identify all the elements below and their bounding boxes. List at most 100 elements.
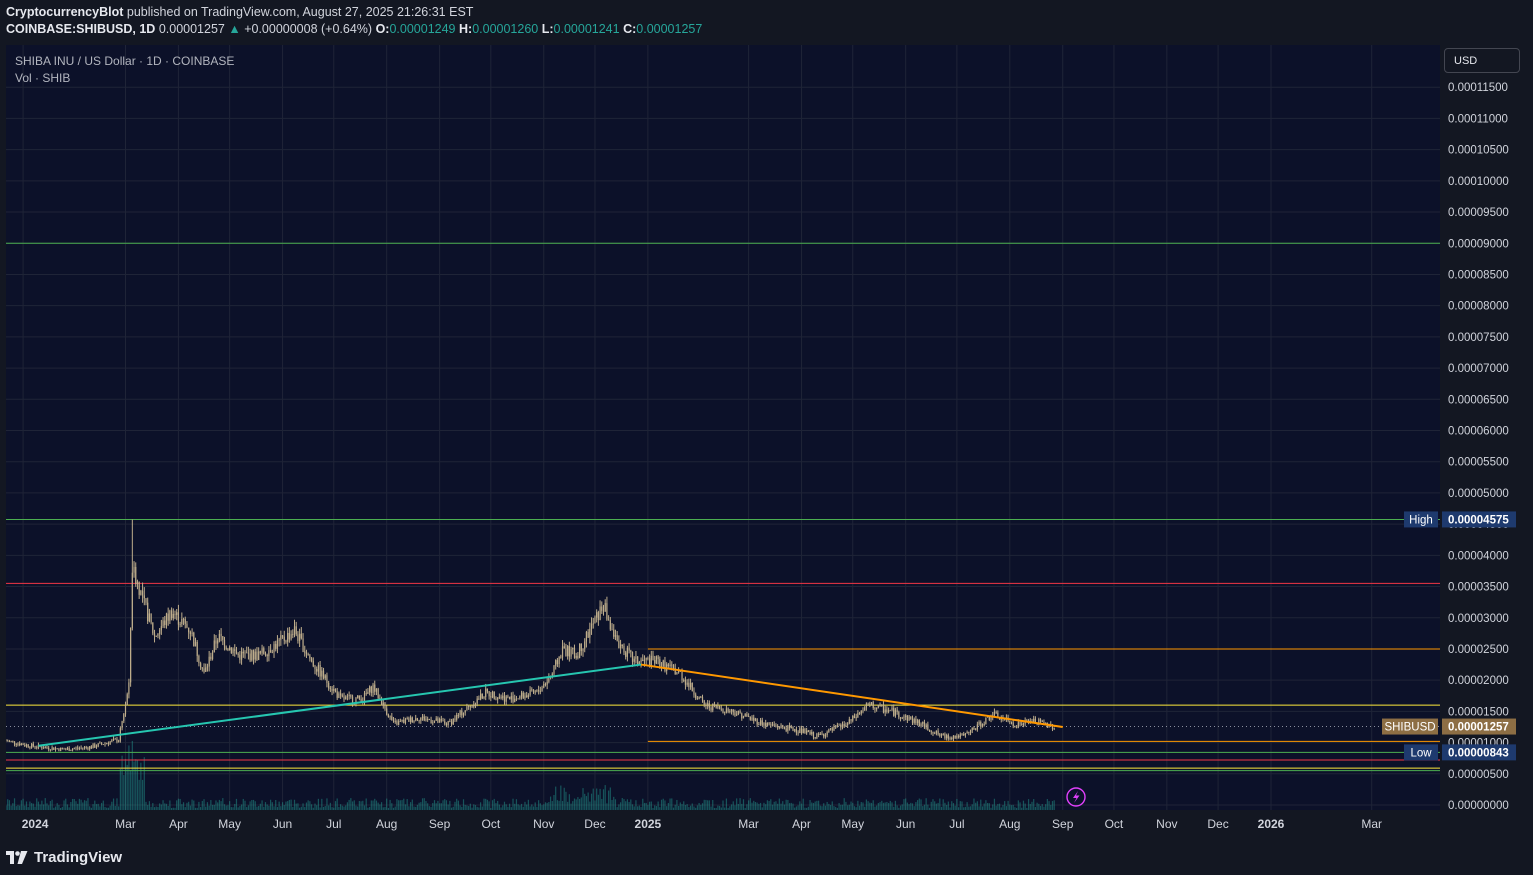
price-tick-label[interactable]: 0.00000000 (1448, 800, 1509, 812)
candle-body (853, 715, 856, 719)
volume-bar (242, 798, 244, 810)
price-tick-label[interactable]: 0.00000500 (1448, 769, 1509, 781)
time-tick-label[interactable]: Sep (1052, 817, 1074, 831)
candle-body (814, 737, 816, 739)
time-tick-label[interactable]: Apr (792, 817, 811, 831)
time-axis[interactable]: 2024 Mar Apr May Jun Jul Aug Sep Oct Nov Dec 2025 Ma… (22, 817, 1382, 831)
price-tick-label[interactable]: 0.00008000 (1448, 301, 1509, 313)
price-tick-label[interactable]: 0.00010500 (1448, 145, 1509, 157)
candle-body (184, 619, 186, 624)
author-name[interactable]: CryptocurrencyBlot (6, 5, 124, 19)
time-tick-label[interactable]: 2025 (635, 817, 662, 831)
trend-line[interactable] (38, 663, 642, 747)
volume-bar (360, 801, 362, 810)
time-tick-label[interactable]: Mar (1361, 817, 1382, 831)
time-tick-label[interactable]: Mar (738, 817, 759, 831)
candle-body (898, 712, 900, 718)
currency-button[interactable]: USD (1444, 48, 1520, 73)
time-tick-label[interactable]: Oct (481, 817, 500, 831)
volume-bar (162, 800, 164, 810)
time-tick-label[interactable]: Oct (1105, 817, 1124, 831)
volume-bar (452, 806, 454, 810)
volume-bar (881, 800, 883, 810)
price-tick-label[interactable]: 0.00004000 (1448, 550, 1509, 562)
time-tick-label[interactable]: May (218, 817, 241, 831)
volume-bar (613, 796, 615, 810)
volume-bar (471, 807, 473, 810)
volume-bar (251, 800, 253, 810)
time-tick-label[interactable]: Aug (376, 817, 397, 831)
candle-body (785, 728, 787, 731)
tradingview-logo[interactable]: TradingView (6, 846, 122, 868)
candle-body (594, 617, 596, 624)
price-chart[interactable]: 0.000000000.000005000.000010000.00001500… (6, 45, 1525, 840)
price-tick-label[interactable]: 0.00006500 (1448, 394, 1509, 406)
chart-area[interactable]: 0.00000000 0.00000500 0.00001000 0.00001500… (6, 45, 1525, 840)
candle-body (256, 651, 258, 661)
candle-body (247, 652, 250, 654)
volume-bar (196, 807, 198, 810)
price-tick-label[interactable]: 0.00010000 (1448, 176, 1509, 188)
volume-bar (444, 799, 446, 810)
price-tick-label[interactable]: 0.00007000 (1448, 363, 1509, 375)
price-axis[interactable]: 0.000000000.000005000.000010000.00001500… (1448, 82, 1509, 812)
trend-line[interactable] (640, 663, 1063, 728)
time-tick-label[interactable]: Nov (533, 817, 554, 831)
time-tick-label[interactable]: May (841, 817, 864, 831)
time-tick-label[interactable]: Jul (326, 817, 341, 831)
volume-bar (536, 806, 538, 810)
time-tick-label[interactable]: Dec (584, 817, 605, 831)
time-tick-label[interactable]: Nov (1156, 817, 1177, 831)
candle-body (973, 727, 975, 730)
price-tick-label[interactable]: 0.00006000 (1448, 426, 1509, 438)
price-tick-label[interactable]: 0.00005500 (1448, 457, 1509, 469)
price-tick-label[interactable]: 0.00001500 (1448, 706, 1509, 718)
price-tick-label[interactable]: 0.00002000 (1448, 675, 1509, 687)
price-tick-label[interactable]: 0.00002500 (1448, 644, 1509, 656)
time-tick-label[interactable]: Aug (999, 817, 1020, 831)
volume-bar (68, 807, 70, 810)
time-tick-label[interactable]: 2024 (22, 817, 49, 831)
time-tick-label[interactable]: Mar (115, 817, 136, 831)
volume-bar (92, 804, 94, 810)
price-tick-label[interactable]: 0.00005000 (1448, 488, 1509, 500)
volume-bar (54, 806, 57, 810)
candle-body (333, 688, 335, 691)
candle-body (635, 656, 637, 659)
time-tick-label[interactable]: Apr (169, 817, 188, 831)
candle-body (305, 651, 308, 655)
price-tick-label[interactable]: 0.00011500 (1448, 82, 1508, 94)
volume-bar (256, 806, 258, 810)
lightning-icon[interactable] (1066, 787, 1086, 807)
price-tick-label[interactable]: 0.00003500 (1448, 582, 1509, 594)
volume-bar (771, 804, 774, 810)
time-tick-label[interactable]: Jun (273, 817, 292, 831)
price-tick-label[interactable]: 0.00009000 (1448, 238, 1509, 250)
time-tick-label[interactable]: Sep (429, 817, 451, 831)
volume-bar (133, 761, 135, 810)
price-tick-label[interactable]: 0.00003000 (1448, 613, 1509, 625)
price-tick-label[interactable]: 0.00008500 (1448, 269, 1509, 281)
candle-body (447, 721, 449, 726)
brand-name: TradingView (34, 848, 123, 866)
price-label-name: SHIBUSD (1384, 722, 1435, 734)
time-tick-label[interactable]: 2026 (1258, 817, 1285, 831)
candle-body (599, 606, 601, 620)
volume-bar (553, 795, 555, 810)
candle-body (15, 744, 17, 745)
time-tick-label[interactable]: Dec (1207, 817, 1228, 831)
volume-bar (111, 801, 113, 810)
price-tick-label[interactable]: 0.00011000 (1448, 113, 1508, 125)
horizontal-levels[interactable] (6, 242, 1440, 772)
time-tick-label[interactable]: Jun (896, 817, 915, 831)
candle-body (652, 655, 654, 661)
legend-volume[interactable]: Vol · SHIB (15, 71, 71, 85)
time-tick-label[interactable]: Jul (949, 817, 964, 831)
legend-title[interactable]: SHIBA INU / US Dollar · 1D · COINBASE (15, 54, 235, 68)
price-tick-label[interactable]: 0.00007500 (1448, 332, 1509, 344)
trend-lines[interactable] (38, 663, 1063, 747)
price-tick-label[interactable]: 0.00009500 (1448, 207, 1509, 219)
candle-body (136, 581, 139, 585)
volume-bar (744, 807, 746, 810)
volume-bar (604, 785, 606, 810)
